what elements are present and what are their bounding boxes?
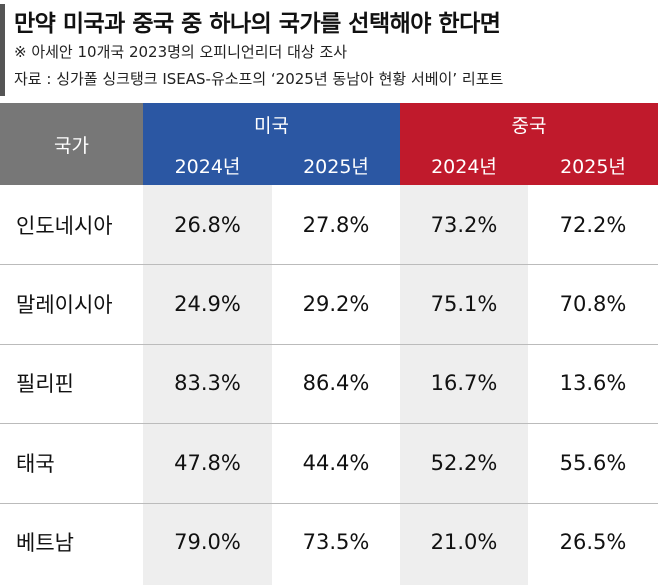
- percent-value: 27.8%: [302, 212, 370, 237]
- accent-bar: [0, 4, 5, 96]
- header: 만약 미국과 중국 중 하나의 국가를 선택해야 한다면 ※ 아세안 10개국 …: [0, 0, 658, 100]
- percent-value: 24.9%: [174, 292, 241, 317]
- percent-value: 70.8%: [559, 292, 627, 317]
- percent-value: 29.2%: [302, 292, 370, 317]
- percent-value: 73.2%: [430, 212, 498, 237]
- percent-value: 21.0%: [430, 530, 498, 555]
- percent-value: 83.3%: [174, 371, 241, 396]
- year-header: 2025년: [528, 145, 658, 185]
- percent-value: 55.6%: [559, 450, 627, 475]
- percent-value: 13.6%: [559, 371, 627, 396]
- source: 자료 : 싱가폴 싱크탱크 ISEAS-유소프의 ‘2025년 동남아 현황 서…: [14, 70, 504, 88]
- percent-value: 47.8%: [174, 450, 241, 475]
- column-shade: [143, 185, 272, 585]
- row-divider: [0, 343, 658, 345]
- group-header: 중국: [400, 103, 658, 145]
- percent-value: 72.2%: [559, 212, 627, 237]
- note: ※ 아세안 10개국 2023명의 오피니언리더 대상 조사: [14, 43, 348, 61]
- year-header: 2024년: [400, 145, 528, 185]
- percent-value: 75.1%: [430, 292, 498, 317]
- row-divider: [0, 423, 658, 425]
- percent-value: 26.8%: [174, 212, 241, 237]
- row-divider: [0, 502, 658, 504]
- country-name: 베트남: [16, 531, 74, 556]
- row-divider: [0, 264, 658, 266]
- title: 만약 미국과 중국 중 하나의 국가를 선택해야 한다면: [14, 11, 501, 37]
- percent-value: 44.4%: [302, 450, 370, 475]
- country-name: 말레이시아: [16, 293, 113, 318]
- group-header: 미국: [143, 103, 400, 145]
- country-name: 인도네시아: [16, 213, 113, 238]
- country-header: 국가: [0, 103, 143, 185]
- percent-value: 86.4%: [302, 371, 370, 396]
- column-shade: [400, 185, 528, 585]
- percent-value: 79.0%: [174, 530, 241, 555]
- percent-value: 26.5%: [559, 530, 627, 555]
- percent-value: 52.2%: [430, 450, 498, 475]
- year-header: 2025년: [272, 145, 400, 185]
- year-header: 2024년: [143, 145, 272, 185]
- percent-value: 16.7%: [430, 371, 498, 396]
- country-name: 필리핀: [16, 372, 74, 397]
- table: 국가 미국 중국 2024년 2025년 2024년 2025년 인도네시아 26.8% 27.8…: [0, 103, 658, 585]
- percent-value: 73.5%: [302, 530, 370, 555]
- country-name: 태국: [16, 451, 55, 476]
